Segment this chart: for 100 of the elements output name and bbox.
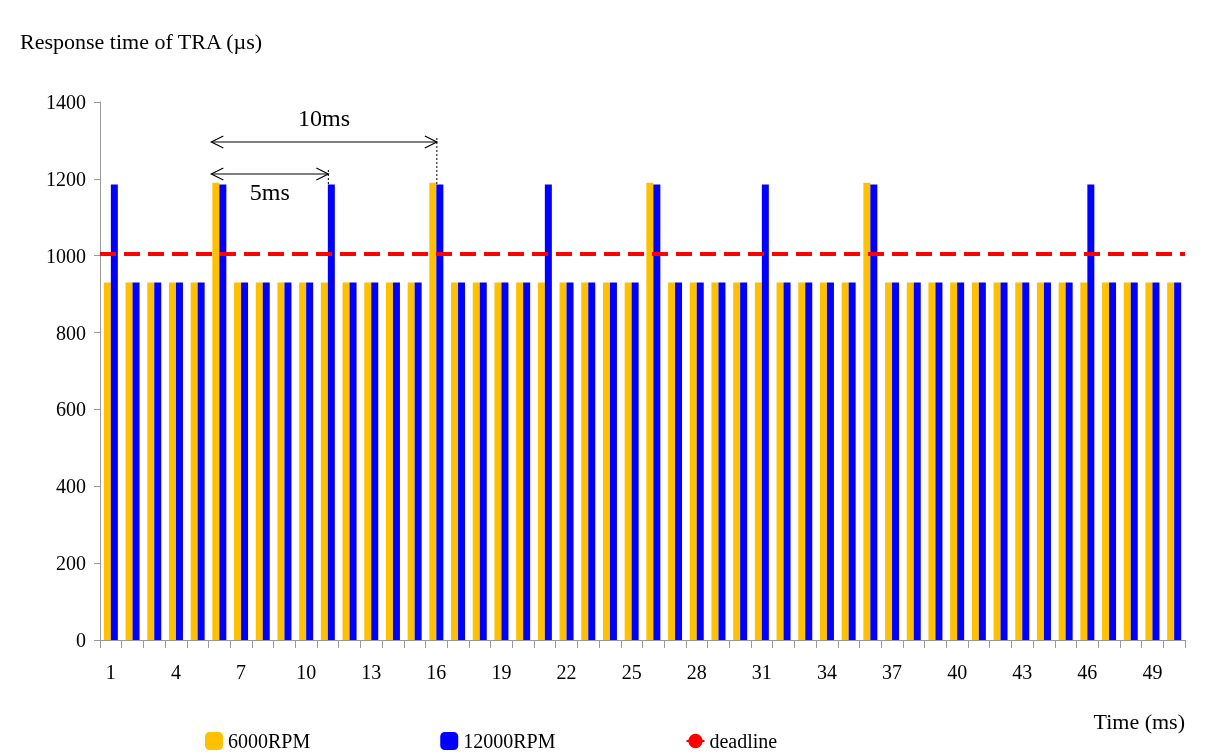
bar: [516, 282, 524, 640]
x-axis-title: Time (ms): [1093, 708, 1185, 734]
bar: [1109, 282, 1117, 640]
bar: [609, 282, 617, 640]
x-tick-label: 28: [686, 661, 707, 683]
bar: [631, 282, 639, 640]
bar: [624, 282, 632, 640]
bar: [364, 282, 372, 640]
bar: [928, 282, 936, 640]
bar: [327, 184, 335, 640]
y-tick-label: 200: [56, 552, 86, 575]
bar: [371, 282, 379, 640]
bar: [935, 282, 943, 640]
bar: [110, 184, 118, 640]
x-tick-label: 7: [236, 661, 247, 683]
bar: [414, 282, 422, 640]
bar: [993, 282, 1001, 640]
bar: [1174, 282, 1182, 640]
bar: [978, 282, 986, 640]
y-tick-label: 400: [56, 475, 86, 498]
bar: [320, 282, 328, 640]
bar: [588, 282, 596, 640]
x-tick-label: 49: [1142, 661, 1163, 683]
y-tick-label: 1000: [46, 244, 86, 267]
bar: [147, 282, 155, 640]
x-tick-label: 40: [947, 661, 968, 683]
bar: [262, 282, 270, 640]
bar: [125, 282, 133, 640]
y-tick-label: 600: [56, 398, 86, 421]
bar: [1123, 282, 1131, 640]
bar: [1058, 282, 1066, 640]
bar: [349, 282, 357, 640]
bar: [1102, 282, 1110, 640]
bar: [1036, 282, 1044, 640]
bar: [1130, 282, 1138, 640]
bar: [696, 282, 704, 640]
bar: [740, 282, 748, 640]
legend-label: 6000RPM: [228, 730, 311, 752]
bar: [1152, 282, 1160, 640]
bar: [819, 282, 827, 640]
x-tick-label: 22: [556, 661, 577, 683]
x-tick-label: 31: [751, 661, 772, 683]
bar: [1000, 282, 1008, 640]
bar: [950, 282, 958, 640]
x-tick-label: 37: [882, 661, 903, 683]
bar: [429, 182, 437, 640]
x-tick-label: 25: [621, 661, 642, 683]
bar: [1015, 282, 1023, 640]
bar: [885, 282, 893, 640]
bar: [892, 282, 900, 640]
x-tick-label: 34: [816, 661, 837, 683]
bar: [718, 282, 726, 640]
bar: [277, 282, 285, 640]
bar: [234, 282, 242, 640]
bar: [675, 282, 683, 640]
bar: [1022, 282, 1030, 640]
annotation: 10ms: [298, 105, 351, 131]
legend-label: deadline: [709, 730, 778, 752]
bar: [154, 282, 162, 640]
x-tick-label: 16: [426, 661, 447, 683]
bar: [841, 282, 849, 640]
bar: [385, 282, 393, 640]
bar: [566, 282, 574, 640]
x-tick-label: 19: [491, 661, 512, 683]
bar: [190, 282, 198, 640]
bar: [668, 282, 676, 640]
annotation: 5ms: [249, 179, 290, 205]
bar: [306, 282, 314, 640]
bar: [689, 282, 697, 640]
bar: [544, 184, 552, 640]
y-tick-label: 1200: [46, 167, 86, 190]
bar: [212, 182, 220, 640]
bar: [733, 282, 741, 640]
x-tick-label: 46: [1077, 661, 1098, 683]
bar: [1043, 282, 1051, 640]
bar: [863, 182, 871, 640]
bar: [913, 282, 921, 640]
bar: [602, 282, 610, 640]
bar: [255, 282, 263, 640]
bar: [168, 282, 176, 640]
bar: [284, 282, 292, 640]
bar: [1087, 184, 1095, 640]
bar: [1080, 282, 1088, 640]
x-tick-label: 43: [1012, 661, 1033, 683]
y-tick-label: 1400: [46, 91, 86, 113]
x-tick-label: 1: [105, 661, 116, 683]
bar: [646, 182, 654, 640]
x-tick-label: 13: [361, 661, 382, 683]
bar: [472, 282, 480, 640]
bar: [451, 282, 459, 640]
bar: [479, 282, 487, 640]
bar: [1145, 282, 1153, 640]
bar: [798, 282, 806, 640]
bar: [826, 282, 834, 640]
bar: [342, 282, 350, 640]
bar: [581, 282, 589, 640]
bar: [219, 184, 227, 640]
bar: [197, 282, 205, 640]
bar: [559, 282, 567, 640]
bar: [805, 282, 813, 640]
